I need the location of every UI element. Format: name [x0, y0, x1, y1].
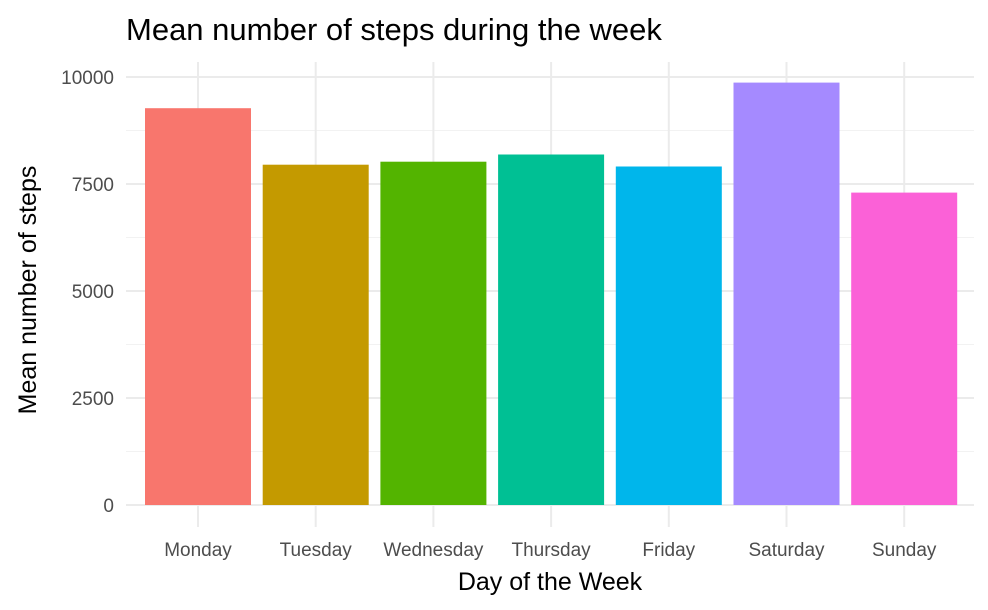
y-tick-label: 10000 — [61, 68, 114, 89]
x-tick-label: Monday — [164, 540, 232, 561]
bars — [145, 82, 958, 505]
bar-tuesday — [262, 164, 369, 505]
chart-title: Mean number of steps during the week — [126, 12, 662, 47]
bar-monday — [145, 108, 251, 505]
y-tick-label: 0 — [103, 496, 114, 517]
x-tick-label: Sunday — [872, 540, 937, 561]
x-tick-label: Thursday — [511, 540, 591, 561]
bar-sunday — [851, 192, 958, 505]
x-tick-label: Wednesday — [383, 540, 483, 561]
x-tick-label: Friday — [642, 540, 695, 561]
y-tick-label: 7500 — [72, 175, 114, 196]
bar-thursday — [498, 154, 605, 505]
x-axis-title: Day of the Week — [458, 568, 643, 596]
bar-friday — [615, 166, 722, 505]
y-axis-tick-labels: 0 2500 5000 7500 10000 — [61, 68, 114, 517]
x-tick-label: Tuesday — [280, 540, 353, 561]
x-axis-tick-labels: Monday Tuesday Wednesday Thursday Friday Satu… — [164, 540, 937, 561]
x-tick-label: Saturday — [748, 540, 825, 561]
bar-saturday — [733, 82, 840, 505]
y-tick-label: 2500 — [72, 389, 114, 410]
bar-wednesday — [380, 161, 487, 505]
y-axis-title: Mean number of steps — [14, 166, 42, 415]
y-tick-label: 5000 — [72, 282, 114, 303]
